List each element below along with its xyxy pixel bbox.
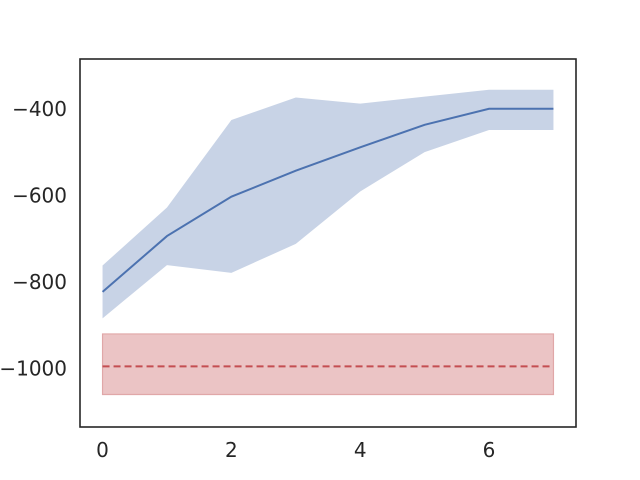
x-tick-label: 4 [354,438,367,462]
x-tick-label: 0 [96,438,109,462]
y-tick-label: −600 [12,183,67,207]
axis-ticks: 0 2 4 6 −400 −600 −800 −1000 [0,97,495,462]
confidence-bands [101,89,555,396]
y-tick-label: −1000 [0,357,67,381]
y-tick-label: −400 [12,97,67,121]
plot-frame [79,58,577,428]
x-tick-label: 2 [225,438,238,462]
series-lines [101,107,554,368]
series-2-band [101,333,555,396]
y-tick-label: −800 [12,270,67,294]
series-1-line [101,107,554,293]
series-1-band [102,89,554,319]
x-tick-label: 6 [483,438,496,462]
